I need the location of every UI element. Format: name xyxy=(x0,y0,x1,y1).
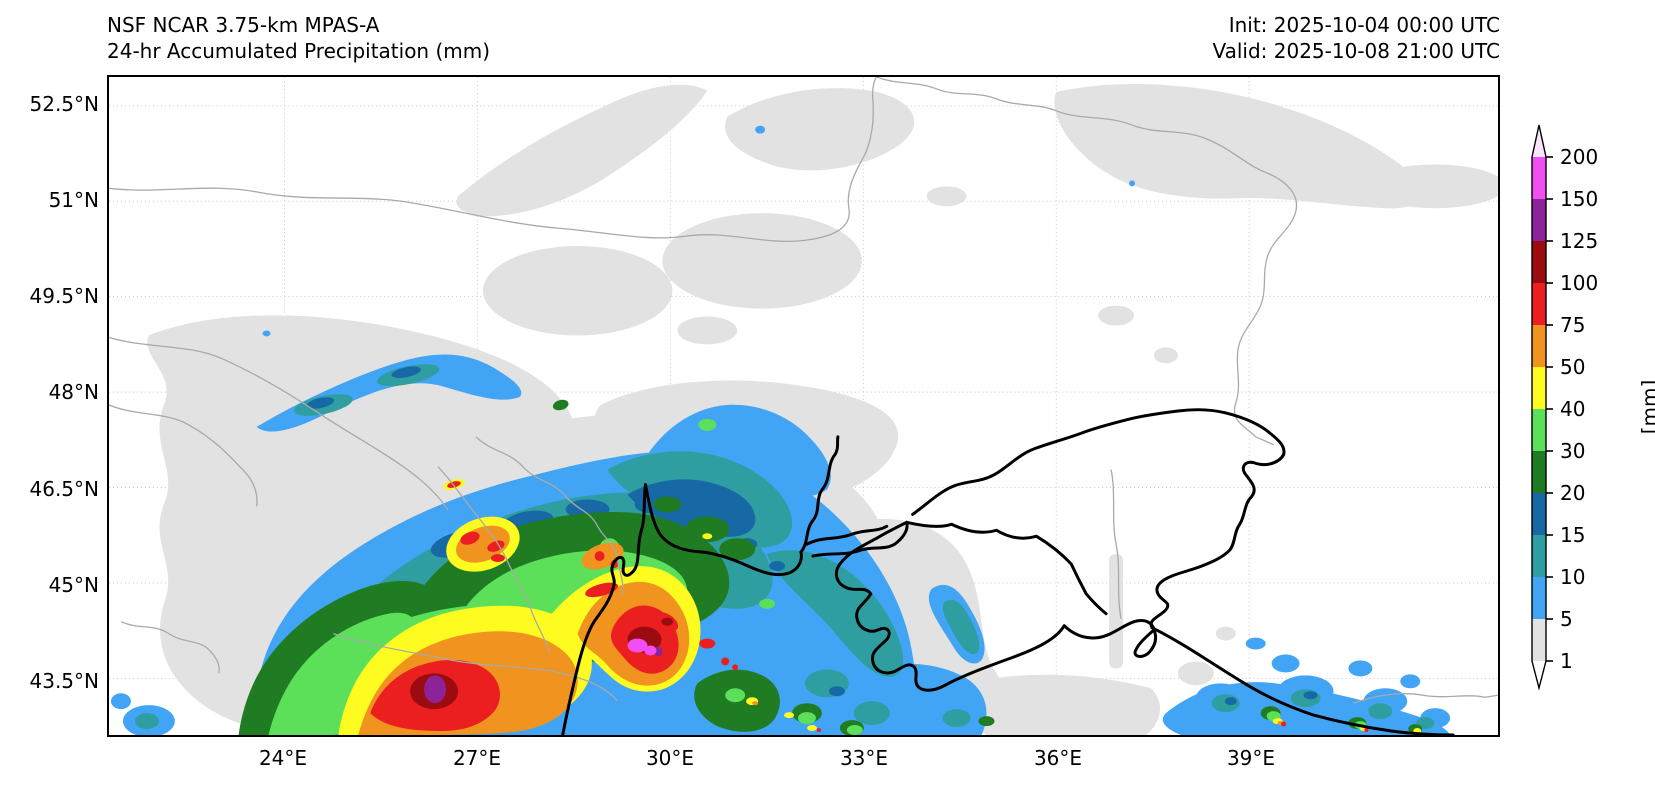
coast-caucasus xyxy=(1150,626,1455,737)
colorbar-unit-label: [mm] xyxy=(1637,379,1655,435)
colorbar-segment xyxy=(1532,577,1546,619)
colorbar-segment xyxy=(1532,367,1546,409)
coast-kinburn-spit xyxy=(805,524,889,546)
lon-tick-label: 36°E xyxy=(1033,746,1083,770)
colorbar-segment xyxy=(1532,241,1546,283)
colorbar-segment xyxy=(1532,283,1546,325)
map-plot-area xyxy=(107,75,1505,742)
colorbar-svg xyxy=(1531,124,1553,691)
precip-layer-150-200mm xyxy=(627,638,657,656)
lat-tick-label: 49.5°N xyxy=(29,284,100,308)
lon-tick-label: 39°E xyxy=(1226,746,1276,770)
colorbar-segment xyxy=(1532,493,1546,535)
lat-tick-label: 45°N xyxy=(48,573,99,597)
colorbar-tick-label: 10 xyxy=(1560,565,1586,589)
coast-south-crimea-kerch xyxy=(947,619,1158,685)
lon-tick-label: 27°E xyxy=(452,746,502,770)
colorbar-tick-label: 75 xyxy=(1560,313,1586,337)
coast-dnieper-river xyxy=(799,435,840,554)
product-title: 24-hr Accumulated Precipitation (mm) xyxy=(107,39,491,63)
colorbar-tick-label: 40 xyxy=(1560,397,1586,421)
colorbar-over-arrow xyxy=(1532,125,1546,157)
colorbar-tick-label: 20 xyxy=(1560,481,1586,505)
colorbar-tick-label: 125 xyxy=(1560,229,1599,253)
colorbar-segment xyxy=(1532,619,1546,661)
lat-tick-label: 46.5°N xyxy=(29,477,100,501)
init-time-label: Init: 2025-10-04 00:00 UTC xyxy=(1228,13,1500,37)
coast-west-crimea xyxy=(834,520,951,692)
colorbar: 200 150 125 100 75 50 40 30 20 15 10 5 1 [mm] xyxy=(1500,100,1655,740)
coast-syvash xyxy=(905,520,1108,616)
colorbar-tick-label: 100 xyxy=(1560,271,1599,295)
colorbar-segments xyxy=(1532,157,1546,661)
colorbar-segment xyxy=(1532,325,1546,367)
colorbar-tick-label: 1 xyxy=(1560,649,1573,673)
coast-karkinit-bay xyxy=(811,520,909,558)
coast-nw-black-sea xyxy=(561,483,803,737)
colorbar-segment xyxy=(1532,199,1546,241)
colorbar-tick-label: 5 xyxy=(1560,607,1573,631)
colorbar-segment xyxy=(1532,535,1546,577)
colorbar-segment xyxy=(1532,451,1546,493)
model-title: NSF NCAR 3.75-km MPAS-A xyxy=(107,13,380,37)
lon-tick-label: 30°E xyxy=(645,746,695,770)
precip-layer-125-150mm xyxy=(424,646,663,704)
coastlines xyxy=(561,408,1455,737)
colorbar-ticks xyxy=(1546,156,1553,662)
colorbar-segment xyxy=(1532,157,1546,199)
country-borders xyxy=(108,76,1499,704)
coast-sea-of-azov xyxy=(911,408,1286,630)
colorbar-tick-label: 150 xyxy=(1560,187,1599,211)
lon-tick-label: 24°E xyxy=(258,746,308,770)
lat-tick-label: 43.5°N xyxy=(29,669,100,693)
colorbar-tick-label: 200 xyxy=(1560,145,1599,169)
figure-title-block: NSF NCAR 3.75-km MPAS-A 24-hr Accumulated… xyxy=(107,12,490,64)
lon-tick-label: 33°E xyxy=(839,746,889,770)
lat-tick-label: 48°N xyxy=(48,380,99,404)
colorbar-tick-label: 15 xyxy=(1560,523,1586,547)
time-title-block: Init: 2025-10-04 00:00 UTC Valid: 2025-10… xyxy=(1212,12,1500,64)
colorbar-under-arrow xyxy=(1532,661,1546,688)
colorbar-tick-label: 30 xyxy=(1560,439,1586,463)
colorbar-tick-label: 50 xyxy=(1560,355,1586,379)
lat-tick-label: 52.5°N xyxy=(29,92,100,116)
colorbar-segment xyxy=(1532,409,1546,451)
map-svg xyxy=(108,76,1505,742)
lat-tick-label: 51°N xyxy=(48,188,99,212)
valid-time-label: Valid: 2025-10-08 21:00 UTC xyxy=(1212,39,1500,63)
